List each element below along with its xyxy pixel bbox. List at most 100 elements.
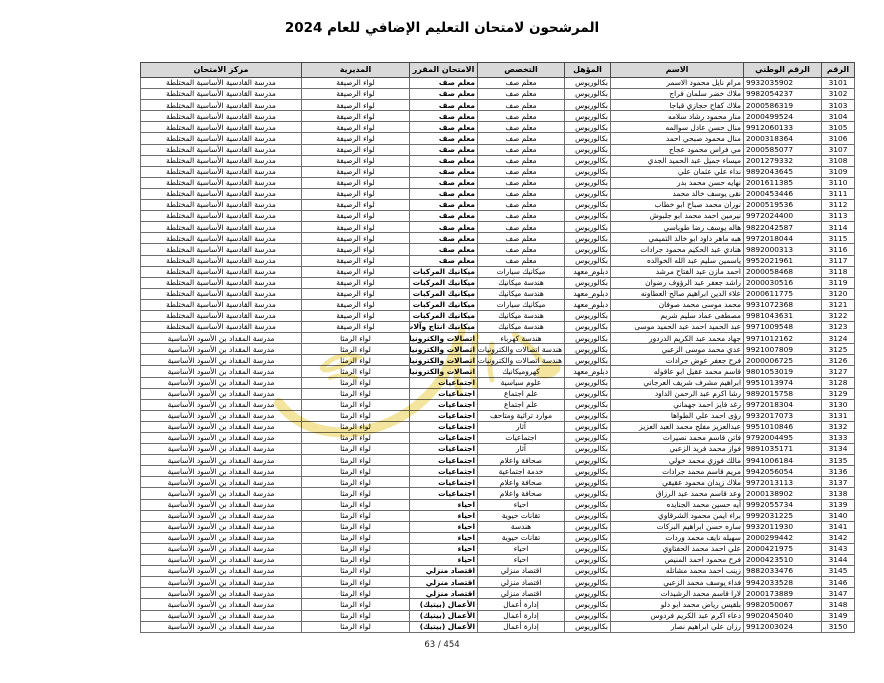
table-row: 3117 9952021961 ياسمين سليم عبد الله الخ… [140, 254, 855, 267]
table-row: 3121 9931072368 محمد موسى محمد صوفان دبل… [140, 298, 855, 311]
cell-name: جهاد محمد عبد الكريم الدردور [610, 332, 744, 345]
cell-specialization: هندسة ميكانيك [477, 287, 565, 300]
table-row: 3137 9972013113 ملاك زيدان محمود عقيقي ب… [140, 476, 855, 489]
cell-specialization: إدارة أعمال [477, 620, 565, 633]
cell-directorate: لواء الرمثا [301, 531, 410, 544]
cell-qualification: بكالوريوس [564, 88, 611, 101]
cell-name: ميساء جميل عبد الحميد الجدي [610, 154, 744, 167]
cell-name: قاسم محمد عقيل ابو عاقوله [610, 365, 744, 378]
cell-qualification: بكالوريوس [564, 587, 611, 600]
table-row: 3110 2001611385 نهايه حسن محمد بدر بكالو… [140, 176, 855, 189]
cell-exam-center: مدرسة القادسية الأساسية المختلطة [140, 321, 302, 334]
cell-national-id: 2000611775 [743, 287, 822, 300]
cell-name: ملاك خضر سلمان فراج [610, 88, 744, 101]
table-row: 3122 9981043631 مصطفى عماد سليم شريم بكا… [140, 309, 855, 323]
cell-scheduled-exam: ميكانيك المركبات [409, 287, 478, 300]
cell-exam-center: مدرسة المقداد بن الأسود الأساسية [140, 343, 302, 356]
cell-row-number: 3147 [821, 587, 855, 600]
table-row: 3132 9951010846 عبدالعزيز مفلح محمد العب… [140, 420, 855, 434]
cell-national-id: 2000453446 [743, 187, 822, 201]
cell-specialization: معلم صف [477, 232, 565, 245]
table-row: 3109 9892043645 نداء علي عثمان علي بكالو… [140, 165, 855, 178]
cell-scheduled-exam: اتصالات والكترونيات [409, 332, 478, 345]
cell-qualification: بكالوريوس [564, 321, 611, 334]
cell-name: مي فراس محمود عجاج [610, 143, 744, 156]
cell-directorate: لواء الرمثا [301, 343, 410, 356]
table-row: 3115 9972018044 هبه ماهر داود ابو خالد ا… [140, 232, 855, 245]
cell-scheduled-exam: اجتماعيات [409, 387, 478, 400]
table-row: 3101 9932035902 مرام نايل محمود الاسمر ب… [140, 76, 855, 90]
cell-specialization: آثار [477, 420, 565, 434]
cell-scheduled-exam: معلم صف [409, 199, 478, 212]
cell-directorate: لواء الرمثا [301, 398, 410, 411]
cell-national-id: 9932011930 [743, 520, 822, 533]
cell-row-number: 3119 [821, 276, 855, 289]
cell-qualification: دبلوم_معهد [564, 365, 611, 378]
cell-specialization: هندسة اتصالات والكترونيات [477, 354, 565, 367]
cell-scheduled-exam: اتصالات والكترونيات [409, 354, 478, 367]
cell-row-number: 3128 [821, 376, 855, 389]
cell-directorate: لواء الرمثا [301, 354, 410, 367]
cell-scheduled-exam: اقتصاد منزلي [409, 565, 478, 578]
cell-scheduled-exam: الأعمال (بيتيك) [409, 609, 478, 622]
cell-national-id: 2000030516 [743, 276, 822, 289]
cell-row-number: 3114 [821, 221, 855, 234]
cell-qualification: بكالوريوس [564, 76, 611, 90]
cell-national-id: 9942056054 [743, 465, 822, 478]
cell-qualification: بكالوريوس [564, 343, 611, 356]
cell-qualification: بكالوريوس [564, 99, 611, 112]
cell-directorate: لواء الرصيفة [301, 254, 410, 267]
cell-national-id: 9921007809 [743, 343, 822, 356]
cell-row-number: 3142 [821, 531, 855, 544]
cell-national-id: 2000423510 [743, 554, 822, 567]
table-row: 3142 2000299442 سهيله نايف محمد وردات بك… [140, 531, 855, 544]
cell-exam-center: مدرسة المقداد بن الأسود الأساسية [140, 520, 302, 533]
cell-row-number: 3141 [821, 520, 855, 533]
cell-directorate: لواء الرمثا [301, 587, 410, 600]
table-row: 3108 2001279332 ميساء جميل عبد الحميد ال… [140, 154, 855, 167]
cell-specialization: علوم سياسية [477, 376, 565, 389]
cell-qualification: دبلوم_معهد [564, 298, 611, 311]
cell-scheduled-exam: ميكانيك المركبات [409, 276, 478, 289]
cell-national-id: 9992031225 [743, 509, 822, 522]
table-row: 3144 2000423510 فرح محمود احمد المنيص بك… [140, 554, 855, 567]
cell-qualification: بكالوريوس [564, 254, 611, 267]
table-row: 3135 9941006184 مالك فوزي محمد خولي بكال… [140, 454, 855, 467]
cell-name: ياسمين سليم عبد الله الخوالده [610, 254, 744, 267]
cell-specialization: خدمة اجتماعية [477, 465, 565, 478]
cell-qualification: بكالوريوس [564, 276, 611, 289]
cell-row-number: 3133 [821, 431, 855, 445]
cell-scheduled-exam: اقتصاد منزلي [409, 587, 478, 600]
cell-row-number: 3102 [821, 88, 855, 101]
table-row: 3141 9932011930 ساره حسن ابراهيم البركات… [140, 520, 855, 533]
cell-row-number: 3112 [821, 199, 855, 212]
cell-specialization: صحافة واعلام [477, 487, 565, 500]
cell-exam-center: مدرسة المقداد بن الأسود الأساسية [140, 609, 302, 622]
table-row: 3126 2000006725 فرح جعفر عوض جرادات بكال… [140, 354, 855, 367]
cell-national-id: 2001279332 [743, 154, 822, 167]
cell-exam-center: مدرسة القادسية الأساسية المختلطة [140, 276, 302, 289]
cell-specialization: معلم صف [477, 210, 565, 223]
cell-name: عدي محمد موسى الزعبي [610, 343, 744, 356]
cell-qualification: بكالوريوس [564, 210, 611, 223]
cell-name: ساره حسن ابراهيم البركات [610, 520, 744, 533]
cell-name: نقى يوسف خالد محمد [610, 187, 744, 201]
cell-row-number: 3120 [821, 287, 855, 300]
cell-directorate: لواء الرمثا [301, 520, 410, 533]
cell-directorate: لواء الرصيفة [301, 176, 410, 189]
cell-scheduled-exam: اتصالات والكترونيات [409, 365, 478, 378]
table-row: 3123 9971009548 عبد الحميد احمد عبد الحم… [140, 321, 855, 334]
cell-qualification: بكالوريوس [564, 443, 611, 456]
cell-scheduled-exam: معلم صف [409, 165, 478, 178]
cell-exam-center: مدرسة المقداد بن الأسود الأساسية [140, 454, 302, 467]
cell-qualification: بكالوريوس [564, 387, 611, 400]
header-national-id: الرقم الوطني [743, 62, 822, 78]
cell-row-number: 3106 [821, 132, 855, 145]
cell-national-id: 2000299442 [743, 531, 822, 544]
table-row: 3133 9792004495 فاتن قاسم محمد نصيرات بك… [140, 431, 855, 445]
cell-qualification: بكالوريوس [564, 199, 611, 212]
cell-name: علي احمد محمد الحفتاوي [610, 542, 744, 556]
cell-name: مالك فوزي محمد خولي [610, 454, 744, 467]
cell-specialization: معلم صف [477, 165, 565, 178]
cell-name: منال محمود صبحي احمد [610, 132, 744, 145]
